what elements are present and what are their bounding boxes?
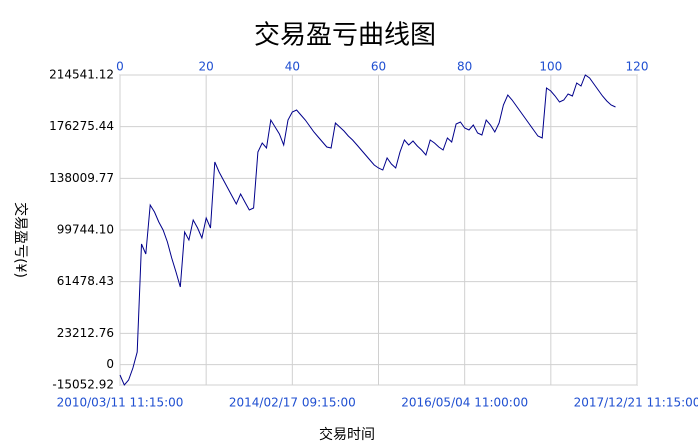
y-tick-label: 99744.10 (57, 223, 114, 237)
top-tick-label: 80 (457, 60, 472, 74)
top-tick-label: 20 (199, 60, 214, 74)
top-tick-label: 0 (116, 60, 124, 74)
top-tick-label: 40 (285, 60, 300, 74)
y-tick-label: 23212.76 (57, 326, 114, 340)
chart-title: 交易盈亏曲线图 (254, 21, 436, 51)
y-tick-label: 138009.77 (49, 171, 114, 185)
y-tick-label: 0 (106, 357, 114, 371)
y-tick-label: 176275.44 (49, 119, 114, 133)
x-tick-label: 2016/05/04 11:00:00 (401, 396, 528, 410)
y-tick-label: 61478.43 (57, 274, 114, 288)
x-tick-label: 2017/12/21 11:15:00 (574, 396, 698, 410)
top-tick-label: 100 (539, 60, 562, 74)
y-tick-label: 214541.12 (49, 68, 114, 82)
x-tick-label: 2010/03/11 11:15:00 (57, 396, 184, 410)
x-tick-label: 2014/02/17 09:15:00 (229, 396, 356, 410)
line-series (119, 74, 616, 386)
top-tick-label: 60 (371, 60, 386, 74)
x-axis-label: 交易时间 (319, 426, 375, 443)
y-axis-label: 交易盈亏(¥) (12, 202, 29, 278)
top-tick-label: 120 (626, 60, 649, 74)
y-tick-label: -15052.92 (52, 378, 114, 392)
